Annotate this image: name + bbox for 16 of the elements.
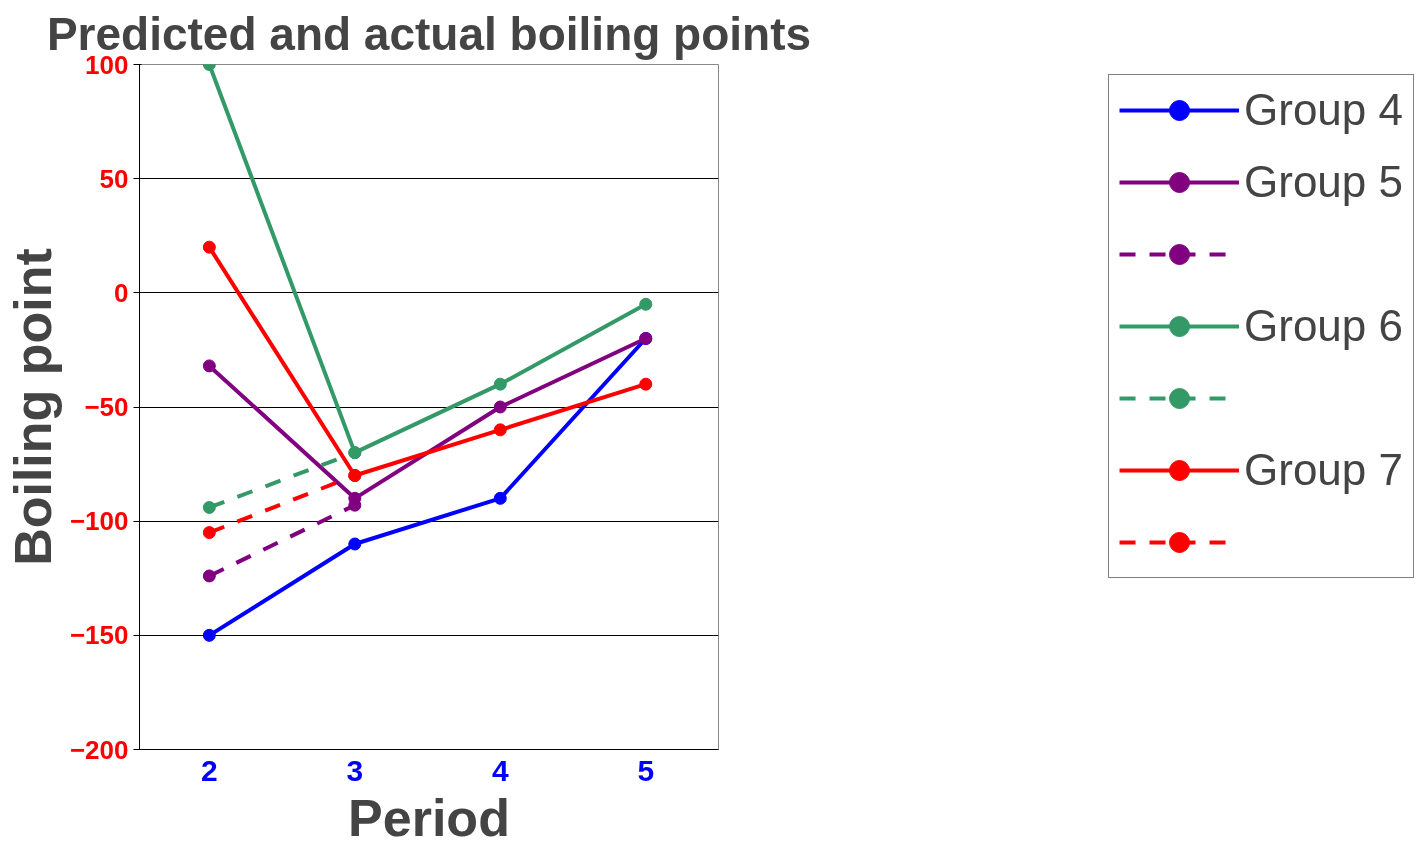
x-tick-label: 4 (491, 753, 509, 787)
x-tick-label: 2 (200, 753, 218, 787)
y-tick-label: 0 (114, 277, 129, 308)
x-axis-title: Period (348, 788, 510, 847)
legend-label: Group 4 (1244, 85, 1403, 135)
x-tick-label: 5 (637, 753, 655, 787)
legend-label: Group 6 (1244, 301, 1403, 351)
legend-label: Group 7 (1244, 445, 1403, 495)
y-tick-label: 50 (99, 163, 129, 194)
x-tick-label: 3 (346, 753, 364, 787)
y-tick-label: −200 (69, 734, 129, 765)
y-tick-label: −50 (84, 392, 129, 422)
y-axis-title: Boiling point (3, 248, 62, 566)
y-tick-label: −100 (69, 506, 129, 537)
y-tick-label: −150 (69, 620, 129, 651)
legend-label: Group 5 (1244, 157, 1403, 207)
